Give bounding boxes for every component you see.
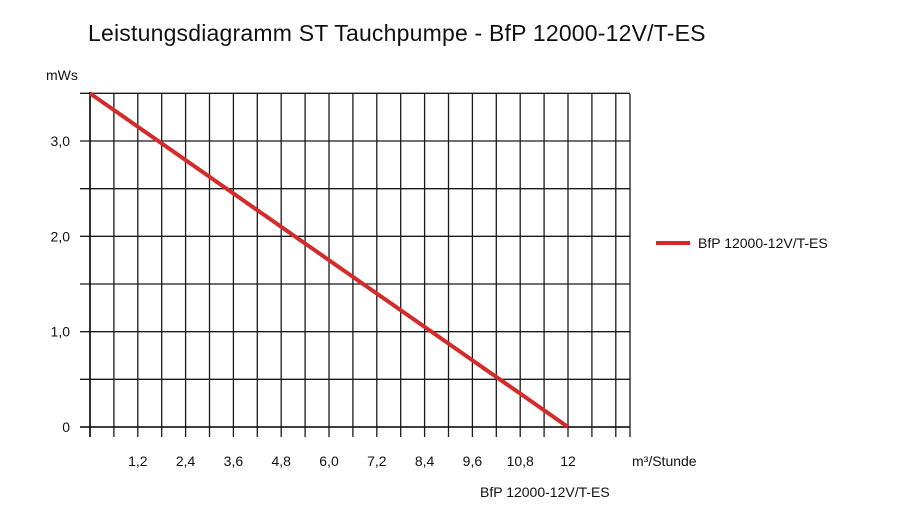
x-tick-label: 7,2	[367, 453, 387, 469]
tick-labels: 1,2 2,4 3,6 4,8 6,0 7,2 8,4 9,6 10,8 12 0 1,0 2,0 3,0	[51, 133, 576, 469]
y-tick-label: 3,0	[51, 133, 71, 149]
legend: BfP 12000-12V/T-ES	[656, 235, 828, 251]
x-tick-label: 6,0	[319, 453, 339, 469]
x-tick-label: 4,8	[271, 453, 291, 469]
grid	[80, 92, 631, 437]
x-tick-label: 12	[560, 453, 576, 469]
legend-entry: BfP 12000-12V/T-ES	[698, 235, 828, 251]
x-tick-label: 2,4	[176, 453, 196, 469]
x-tick-label: 1,2	[128, 453, 148, 469]
x-tick-label: 3,6	[224, 453, 244, 469]
x-tick-label: 8,4	[415, 453, 435, 469]
x-tick-label: 9,6	[463, 453, 483, 469]
x-tick-label: 10,8	[507, 453, 534, 469]
y-axis-label: mWs	[46, 67, 78, 83]
chart-title: Leistungsdiagramm ST Tauchpumpe - BfP 12…	[88, 20, 706, 46]
y-tick-label: 2,0	[51, 228, 71, 244]
footer-label: BfP 12000-12V/T-ES	[480, 484, 610, 500]
y-tick-label: 0	[62, 419, 70, 435]
x-axis-label: m³/Stunde	[632, 453, 697, 469]
series-line	[88, 91, 570, 429]
y-tick-label: 1,0	[51, 324, 71, 340]
series-layer	[88, 91, 570, 429]
